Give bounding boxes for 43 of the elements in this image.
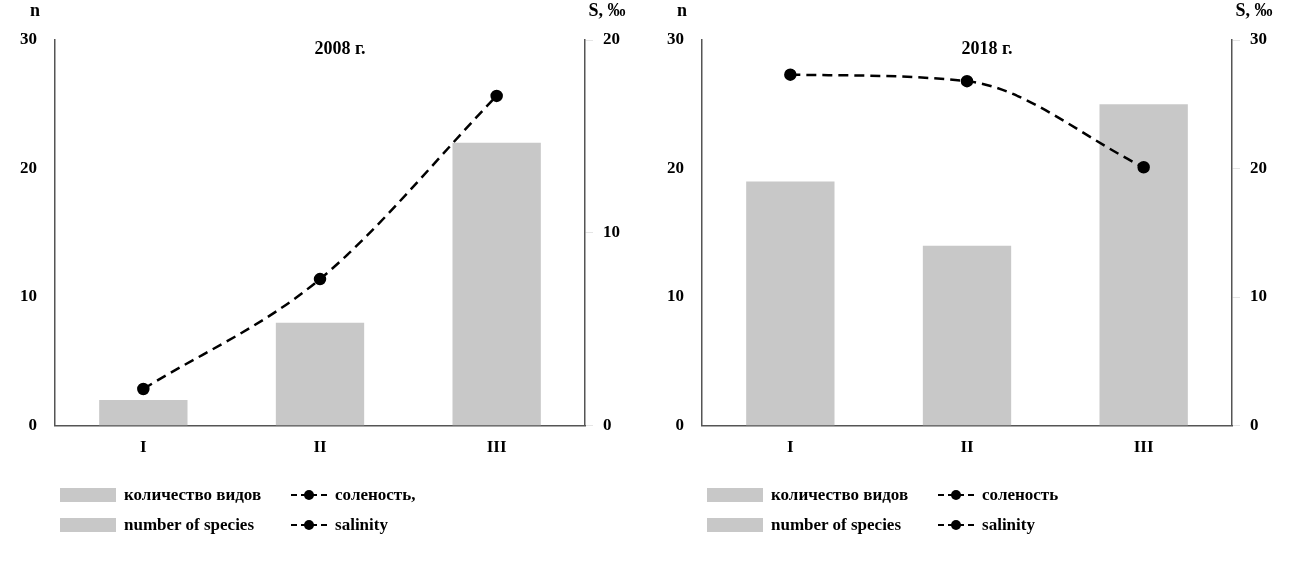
- y2-tick-label: 20: [603, 29, 620, 49]
- y-axis-title: n: [676, 0, 688, 20]
- y-tick-label: 20: [20, 157, 37, 177]
- y-axis-title: n: [29, 0, 41, 20]
- x-tick-label: III: [486, 437, 507, 457]
- legend-label: количество видов number of species: [771, 484, 909, 536]
- y2-axis-title: S, ‰: [588, 0, 626, 20]
- bar: [922, 245, 1012, 426]
- legend-label: количество видов number of species: [124, 484, 262, 536]
- y-tick-label: 10: [667, 286, 684, 306]
- legend-label: соленость salinity: [982, 484, 1059, 536]
- y-tick-label: 0: [675, 414, 684, 434]
- x-tick-label: I: [787, 437, 795, 457]
- y2-tick-label: 10: [1250, 286, 1267, 306]
- y-tick-label: 0: [28, 414, 37, 434]
- y2-tick-label: 20: [1250, 157, 1267, 177]
- y2-tick-label: 0: [603, 414, 612, 434]
- point: [1137, 161, 1150, 174]
- y2-tick-label: 30: [1250, 29, 1267, 49]
- x-tick-label: II: [313, 437, 327, 457]
- bar: [275, 322, 365, 426]
- bar: [1099, 104, 1188, 426]
- point: [313, 272, 327, 286]
- chart-title: 2018 г.: [961, 37, 1013, 58]
- chart-title: 2008 г.: [314, 37, 366, 58]
- y-tick-label: 30: [20, 29, 37, 49]
- bar: [99, 399, 188, 426]
- y2-tick-label: 10: [603, 222, 620, 242]
- bar: [452, 142, 541, 426]
- x-tick-label: III: [1133, 437, 1154, 457]
- point: [784, 68, 797, 81]
- y-tick-label: 30: [667, 29, 684, 49]
- x-tick-label: II: [960, 437, 974, 457]
- x-tick-label: I: [140, 437, 148, 457]
- point: [490, 89, 503, 103]
- y2-tick-label: 0: [1250, 414, 1259, 434]
- point: [960, 74, 974, 88]
- legend-label: соленость, salinity: [335, 484, 416, 536]
- y-tick-label: 20: [667, 157, 684, 177]
- y-tick-label: 10: [20, 286, 37, 306]
- bar: [746, 181, 835, 426]
- y2-axis-title: S, ‰: [1235, 0, 1273, 20]
- point: [137, 382, 150, 396]
